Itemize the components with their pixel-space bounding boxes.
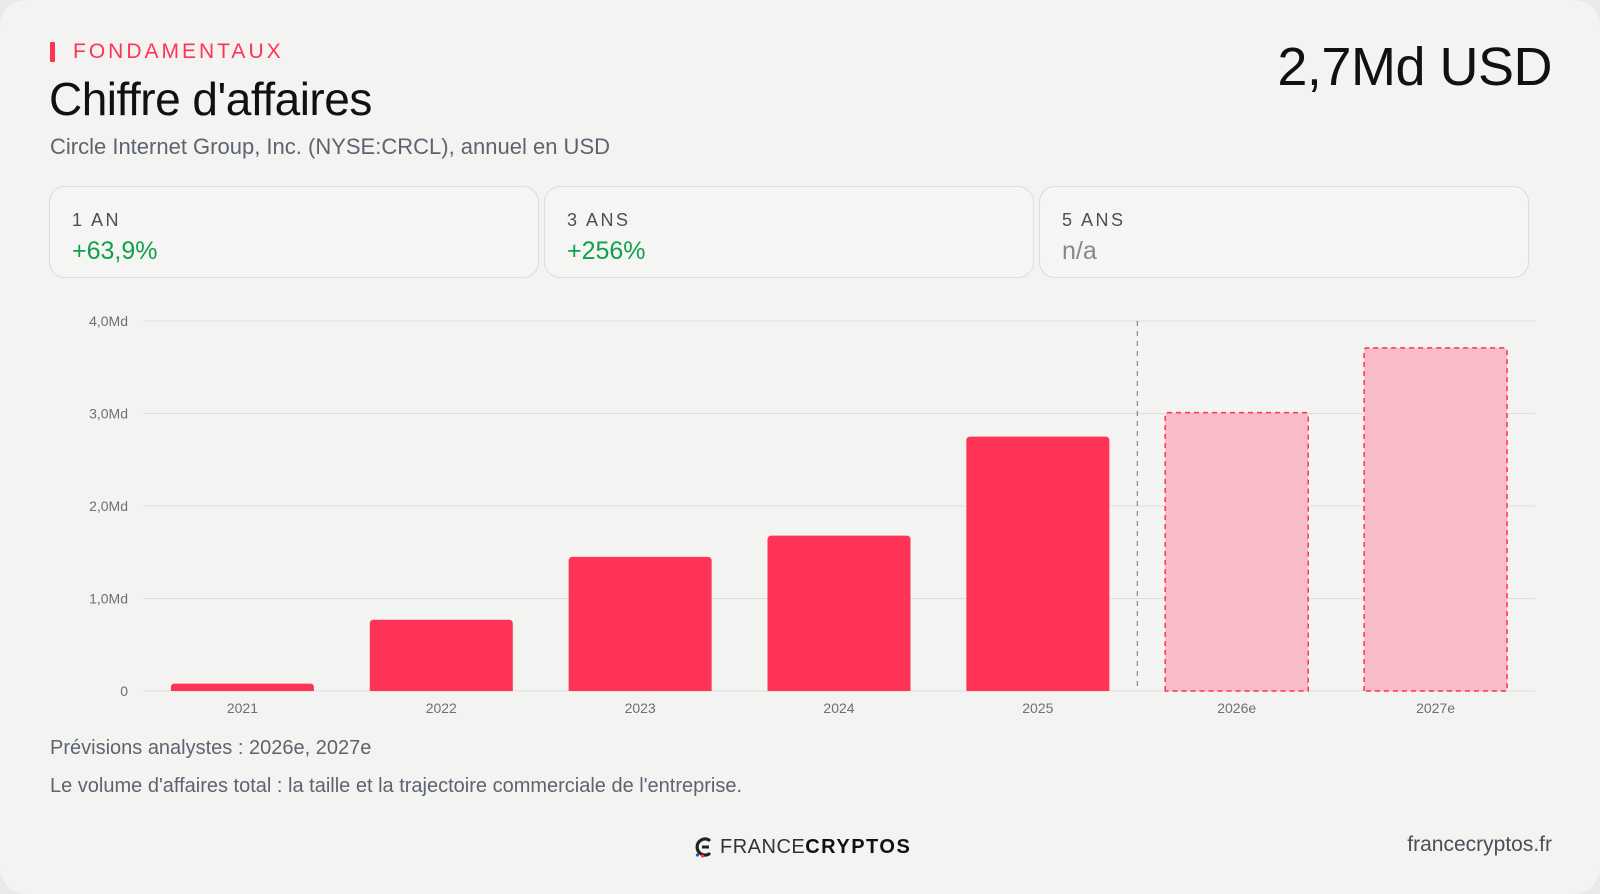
x-tick-label: 2022: [426, 700, 457, 716]
x-tick-label: 2021: [227, 700, 258, 716]
forecast-bar: [1363, 347, 1508, 692]
stat-card-3y: 3 ANS +256%: [544, 186, 1034, 278]
site-url: francecryptos.fr: [1407, 833, 1552, 856]
brand-logo: FRANCE CRYPTOS: [694, 834, 911, 860]
stat-label: 1 AN: [72, 210, 122, 230]
section-eyebrow: FONDAMENTAUX: [50, 40, 284, 64]
stat-label: 3 ANS: [567, 210, 631, 230]
stat-value: +256%: [567, 237, 646, 265]
stat-card-1y: 1 AN +63,9%: [49, 186, 539, 278]
revenue-bar: [170, 683, 314, 691]
revenue-bar: [369, 619, 513, 691]
revenue-bar: [568, 556, 712, 691]
revenue-bar: [767, 535, 911, 691]
stat-value: n/a: [1062, 237, 1097, 265]
y-tick-label: 4,0Md: [89, 313, 128, 329]
logo-text-france: FRANCE: [720, 835, 806, 858]
page-title: Chiffre d'affaires: [49, 73, 372, 125]
page-subtitle: Circle Internet Group, Inc. (NYSE:CRCL),…: [50, 134, 611, 159]
y-tick-label: 3,0Md: [89, 406, 128, 422]
x-tick-label: 2024: [823, 700, 854, 716]
x-tick-label: 2023: [625, 700, 656, 716]
eyebrow-label: FONDAMENTAUX: [73, 40, 284, 63]
eyebrow-accent-bar: [50, 42, 55, 62]
growth-stats: 1 AN +63,9% 3 ANS +256% 5 ANS n/a: [49, 186, 1551, 280]
y-tick-label: 2,0Md: [89, 498, 128, 514]
revenue-bar: [966, 436, 1110, 691]
description-note: Le volume d'affaires total : la taille e…: [50, 775, 743, 797]
x-tick-label: 2025: [1022, 700, 1053, 716]
x-tick-label: 2027e: [1416, 700, 1455, 716]
francecryptos-logo-icon: [695, 837, 711, 858]
forecast-bar: [1164, 411, 1309, 692]
revenue-bar-chart: 0 1,0Md 2,0Md 3,0Md 4,0Md 2021 2022 2023 2024 202…: [89, 313, 1535, 716]
forecast-note: Prévisions analystes : 2026e, 2027e: [50, 737, 372, 759]
stat-card-5y: 5 ANS n/a: [1039, 186, 1529, 278]
headline-value: 2,7Md USD: [1277, 37, 1552, 97]
x-tick-label: 2026e: [1217, 700, 1256, 716]
logo-text-cryptos: CRYPTOS: [805, 835, 912, 858]
y-tick-label: 1,0Md: [89, 591, 128, 607]
y-tick-label: 0: [120, 683, 128, 699]
stat-label: 5 ANS: [1062, 210, 1126, 230]
stat-value: +63,9%: [72, 237, 158, 265]
